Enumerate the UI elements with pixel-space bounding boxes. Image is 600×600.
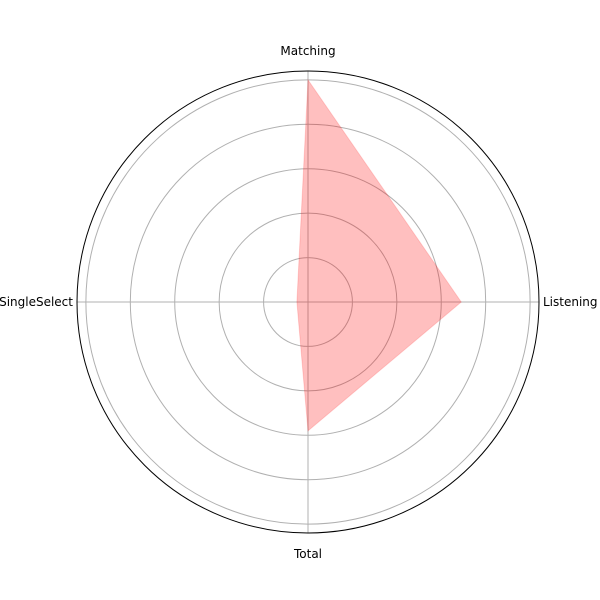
category-label-matching: Matching — [280, 44, 335, 58]
category-label-total: Total — [293, 547, 322, 561]
outer-frame — [76, 70, 540, 534]
series-layer — [296, 78, 462, 432]
category-label-singleselect: SingleSelect — [0, 295, 73, 309]
series-area — [296, 78, 462, 432]
angular-grid — [77, 71, 539, 533]
category-label-listening: Listening — [543, 295, 598, 309]
category-labels: Listening Matching SingleSelect Total — [0, 44, 598, 561]
